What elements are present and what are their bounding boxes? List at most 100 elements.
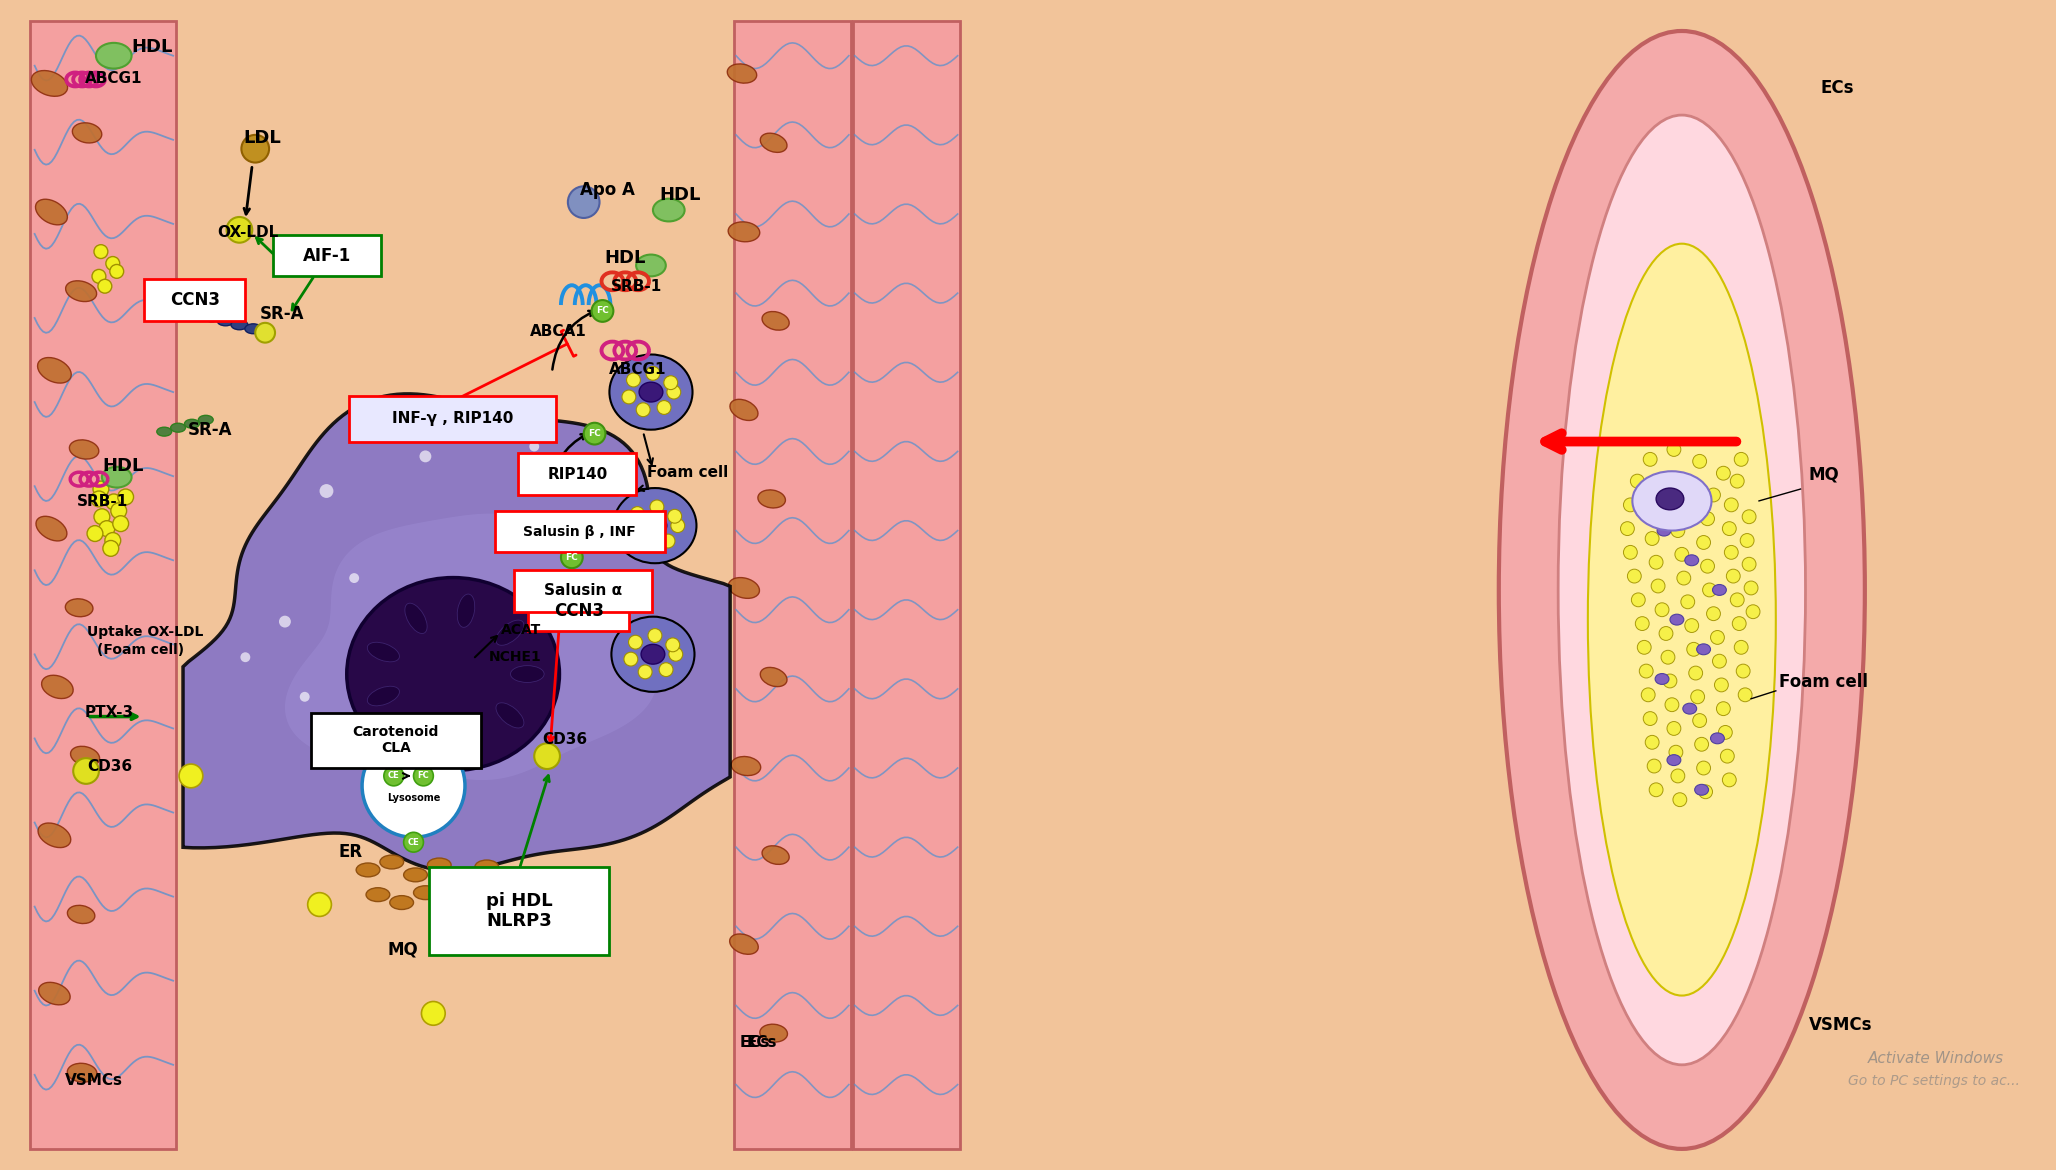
Circle shape [1630, 474, 1645, 488]
Circle shape [1630, 593, 1645, 607]
Ellipse shape [37, 516, 68, 541]
Ellipse shape [456, 721, 475, 753]
Circle shape [1723, 773, 1735, 786]
Text: Lysosome: Lysosome [387, 793, 440, 803]
Ellipse shape [356, 863, 380, 876]
Text: FC: FC [417, 771, 430, 780]
FancyBboxPatch shape [430, 867, 609, 955]
Circle shape [1682, 594, 1694, 608]
Ellipse shape [763, 311, 790, 330]
Text: OX-LDL: OX-LDL [218, 225, 280, 240]
Text: CE: CE [407, 838, 419, 847]
Bar [29, 21, 177, 1149]
Circle shape [384, 766, 403, 786]
Text: ECs: ECs [740, 1035, 771, 1049]
Circle shape [1684, 619, 1698, 633]
Text: MQ: MQ [389, 940, 419, 958]
Circle shape [308, 893, 331, 916]
Text: INF-γ , RIP140: INF-γ , RIP140 [393, 412, 514, 426]
Circle shape [584, 422, 604, 445]
Ellipse shape [728, 64, 757, 83]
Circle shape [1696, 536, 1711, 550]
Bar [734, 21, 851, 1149]
Circle shape [90, 491, 107, 507]
Circle shape [1706, 607, 1721, 620]
Ellipse shape [405, 715, 428, 745]
Ellipse shape [761, 667, 787, 687]
Circle shape [1713, 654, 1727, 668]
Text: NCHE1: NCHE1 [489, 651, 541, 665]
Text: VSMCs: VSMCs [66, 1073, 123, 1088]
Ellipse shape [510, 666, 545, 682]
Circle shape [99, 280, 111, 294]
Circle shape [668, 509, 683, 523]
Circle shape [627, 373, 639, 387]
Ellipse shape [403, 868, 428, 882]
Circle shape [635, 402, 650, 417]
Text: CD36: CD36 [543, 732, 588, 748]
Text: Go to PC settings to ac...: Go to PC settings to ac... [1848, 1074, 2019, 1088]
Ellipse shape [185, 419, 199, 428]
Text: MQ: MQ [1809, 466, 1840, 483]
Text: FC: FC [596, 307, 609, 316]
Circle shape [1649, 556, 1663, 569]
Circle shape [1739, 534, 1754, 548]
Circle shape [1676, 548, 1688, 562]
Ellipse shape [70, 440, 99, 459]
Circle shape [1676, 500, 1688, 514]
Circle shape [226, 216, 253, 242]
Circle shape [1694, 737, 1709, 751]
Circle shape [1715, 677, 1729, 691]
Text: FC: FC [565, 552, 578, 562]
Ellipse shape [171, 424, 185, 432]
Ellipse shape [730, 399, 759, 420]
Ellipse shape [1696, 644, 1711, 655]
Ellipse shape [644, 516, 666, 536]
Circle shape [1672, 524, 1684, 537]
Circle shape [567, 186, 600, 218]
Circle shape [362, 735, 465, 838]
Ellipse shape [37, 358, 72, 383]
Ellipse shape [761, 133, 787, 152]
Text: PTX-3: PTX-3 [84, 704, 134, 720]
Text: SRB-1: SRB-1 [611, 280, 662, 294]
Circle shape [1731, 474, 1743, 488]
Text: HDL: HDL [132, 37, 173, 56]
Ellipse shape [495, 620, 524, 646]
Ellipse shape [1632, 472, 1711, 530]
Circle shape [241, 135, 269, 163]
Circle shape [99, 521, 115, 537]
Text: HDL: HDL [604, 249, 646, 268]
Circle shape [1735, 453, 1748, 467]
Circle shape [403, 832, 424, 852]
Ellipse shape [72, 123, 103, 143]
Ellipse shape [1694, 784, 1709, 796]
Circle shape [1717, 702, 1731, 716]
Circle shape [670, 518, 685, 532]
Ellipse shape [613, 488, 697, 563]
Ellipse shape [1499, 30, 1865, 1149]
Circle shape [1672, 769, 1684, 783]
Circle shape [1731, 593, 1743, 607]
Circle shape [103, 541, 119, 556]
Circle shape [561, 546, 582, 569]
Ellipse shape [31, 70, 68, 96]
Circle shape [1702, 583, 1717, 597]
Text: SR-A: SR-A [261, 305, 304, 323]
Circle shape [419, 450, 432, 462]
Circle shape [662, 535, 674, 548]
Text: Apo A: Apo A [580, 181, 635, 199]
Ellipse shape [450, 870, 475, 883]
Ellipse shape [70, 746, 99, 766]
Circle shape [421, 1002, 446, 1025]
Ellipse shape [438, 897, 461, 911]
Ellipse shape [759, 490, 785, 508]
Circle shape [1743, 581, 1758, 594]
Ellipse shape [68, 906, 95, 923]
FancyBboxPatch shape [273, 235, 380, 276]
Ellipse shape [461, 888, 485, 902]
Circle shape [1725, 498, 1737, 511]
Circle shape [1655, 603, 1669, 617]
Circle shape [1696, 762, 1711, 775]
Circle shape [660, 662, 672, 676]
